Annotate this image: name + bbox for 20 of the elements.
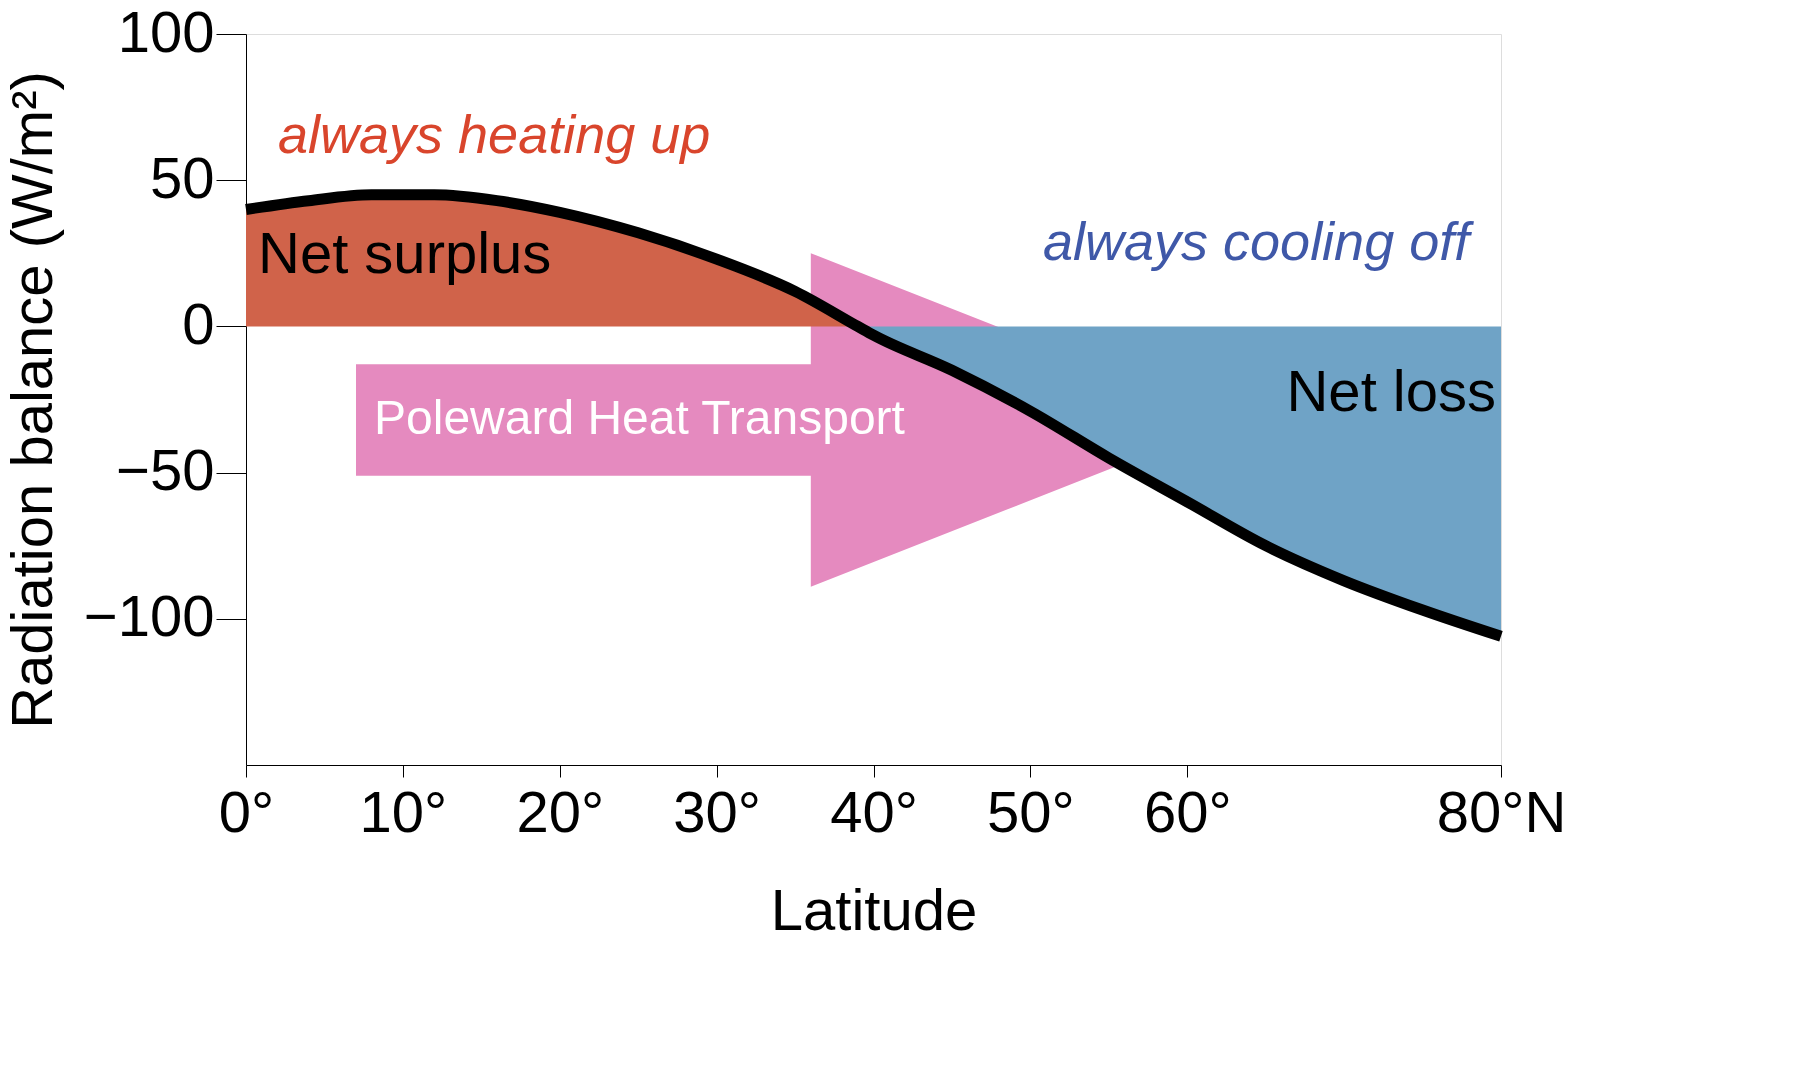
y-tick-label: 50 (149, 144, 215, 210)
x-tick-label: 30° (673, 778, 761, 844)
y-tick-label: −100 (83, 583, 215, 649)
annotation: always heating up (278, 104, 711, 164)
series-label: Net loss (1286, 358, 1496, 423)
annotation: Poleward Heat Transport (374, 391, 905, 444)
y-tick-label: −50 (116, 437, 215, 503)
y-tick-label: 100 (117, 0, 215, 64)
x-axis-title: Latitude (770, 876, 978, 942)
y-tick-label: 0 (182, 290, 215, 356)
series-label: Net surplus (258, 220, 552, 285)
y-axis-title: Radiation balance (W/m²) (0, 71, 64, 729)
x-tick-label: 60° (1143, 778, 1232, 844)
x-tick-label: 10° (359, 778, 448, 844)
x-tick-label: 80°N (1436, 778, 1567, 844)
x-tick-label: 50° (987, 778, 1075, 844)
x-tick-label: 0° (218, 778, 275, 844)
annotation: always cooling off (1043, 211, 1475, 271)
x-tick-label: 20° (516, 778, 605, 844)
x-tick-label: 40° (830, 778, 918, 844)
